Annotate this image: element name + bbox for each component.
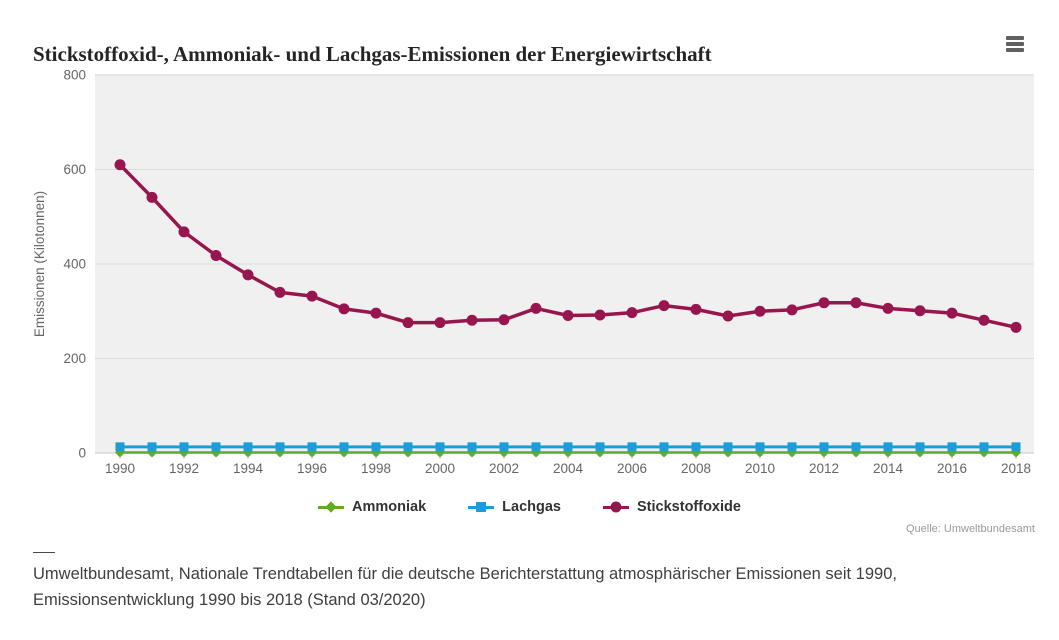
context-menu-button[interactable] [1006,36,1028,54]
svg-text:2014: 2014 [873,461,904,476]
source-credit: Quelle: Umweltbundesamt [905,523,1035,535]
square-marker-icon [468,500,495,514]
svg-text:600: 600 [63,162,86,177]
svg-text:2018: 2018 [1001,461,1031,476]
footnote: Umweltbundesamt, Nationale Trendtabellen… [33,552,1035,613]
svg-text:0: 0 [78,446,86,461]
svg-text:1990: 1990 [105,461,135,476]
svg-text:2010: 2010 [745,461,775,476]
legend-label: Ammoniak [352,499,427,515]
chart-legend: Ammoniak Lachgas Stickstoffoxide [0,499,1059,515]
circle-marker-icon [603,500,630,514]
chart-canvas[interactable]: 0 200 400 600 800 Emissionen (Kilotonnen) 1990… [0,0,1059,545]
svg-text:1994: 1994 [233,461,264,476]
diamond-marker-icon [318,500,345,514]
svg-text:2000: 2000 [425,461,455,476]
svg-text:2006: 2006 [617,461,647,476]
svg-text:2012: 2012 [809,461,839,476]
svg-text:1998: 1998 [361,461,391,476]
svg-text:2002: 2002 [489,461,519,476]
svg-text:1996: 1996 [297,461,327,476]
hamburger-icon [1006,36,1024,40]
legend-item-stickstoffoxide[interactable]: Stickstoffoxide [603,499,741,515]
footnote-rule [33,552,55,553]
legend-label: Lachgas [502,499,562,515]
svg-text:1992: 1992 [169,461,199,476]
hamburger-icon [1006,48,1024,52]
footnote-text: Umweltbundesamt, Nationale Trendtabellen… [33,565,897,609]
legend-label: Stickstoffoxide [637,499,741,515]
svg-text:800: 800 [63,68,86,83]
svg-text:400: 400 [63,257,86,272]
chart-title: Stickstoffoxid-, Ammoniak- und Lachgas-E… [33,42,712,67]
svg-text:Emissionen (Kilotonnen): Emissionen (Kilotonnen) [32,191,47,337]
svg-text:2008: 2008 [681,461,711,476]
legend-item-lachgas[interactable]: Lachgas [468,499,561,515]
legend-item-ammoniak[interactable]: Ammoniak [318,499,426,515]
hamburger-icon [1006,42,1024,46]
svg-text:2016: 2016 [937,461,967,476]
svg-text:2004: 2004 [553,461,584,476]
svg-text:200: 200 [63,351,86,366]
